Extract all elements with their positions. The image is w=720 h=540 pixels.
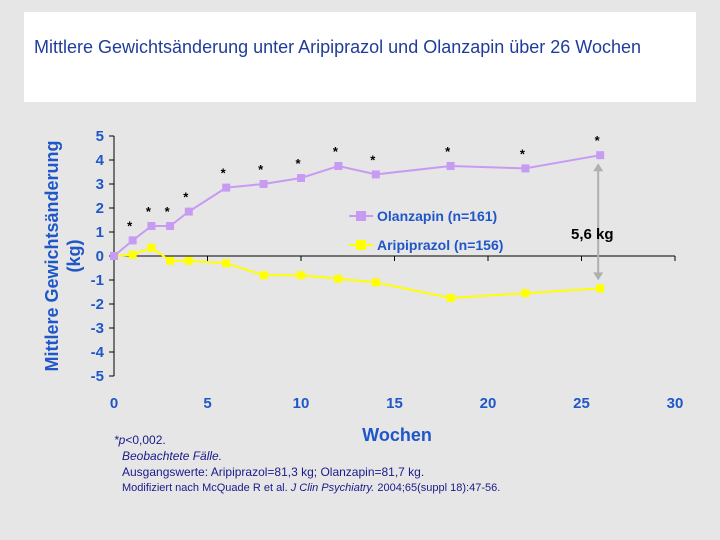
data-point-aripiprazol [259,271,268,280]
title-box: Mittlere Gewichtsänderung unter Aripipra… [24,12,696,102]
x-tick-label: 30 [667,395,684,412]
significance-marker: * [221,166,227,181]
data-point-aripiprazol [521,289,530,298]
data-point-olanzapin [184,207,193,216]
data-point-olanzapin [297,174,305,182]
data-point-aripiprazol [184,256,193,265]
data-point-olanzapin [521,164,530,173]
significance-marker: * [165,204,171,219]
data-point-olanzapin [110,252,118,260]
y-tick-label: 3 [96,176,104,193]
data-point-olanzapin [128,236,137,245]
significance-marker: * [183,190,189,205]
significance-marker: * [258,162,264,177]
difference-arrow-head-up [593,163,604,172]
y-tick-label: -3 [91,320,104,337]
x-tick-label: 25 [573,395,590,412]
legend-label-olanzapin: Olanzapin (n=161) [377,208,497,224]
significance-marker: * [595,133,601,148]
data-point-olanzapin [259,180,268,188]
x-tick-label: 15 [386,395,403,412]
data-point-olanzapin [334,162,343,170]
x-tick-label: 5 [203,395,211,412]
data-point-olanzapin [166,222,175,230]
legend: Olanzapin (n=161) Aripiprazol (n=156) [349,208,503,253]
data-point-aripiprazol [128,250,137,259]
y-tick-label: -4 [91,344,105,361]
data-point-olanzapin [222,183,231,192]
significance-marker: * [146,204,152,219]
y-tick-label: 2 [96,200,104,217]
significance-marker: * [370,152,376,167]
x-tick-label: 20 [480,395,497,412]
data-point-olanzapin [371,170,380,179]
series-group [110,151,605,302]
difference-arrow-head-down [593,272,604,281]
footnote-baseline: Ausgangswerte: Aripiprazol=81,3 kg; Olan… [122,465,425,479]
significance-marker: * [520,146,526,161]
x-tick-label: 10 [293,395,310,412]
y-tick-label: 1 [96,224,104,241]
legend-marker-olanzapin [356,211,366,221]
data-point-aripiprazol [596,284,605,293]
y-tick-label: 5 [96,128,104,145]
significance-marker: * [295,156,301,171]
significance-marker: * [127,218,133,233]
significance-marker: * [445,144,451,159]
y-tick-label: 4 [96,152,105,169]
y-tick-label: 0 [96,248,104,265]
footnotes: *p<0,002. Beobachtete Fälle. Ausgangswer… [114,432,704,496]
page-title: Mittlere Gewichtsänderung unter Aripipra… [34,37,642,57]
annotations: * * * * * * * * * * * * 5,6 kg [127,133,614,281]
x-axis-title: Wochen [362,425,432,445]
y-tick-label: -2 [91,296,104,313]
y-tick-label: -1 [91,272,104,289]
x-tick-label: 0 [110,395,118,412]
data-point-aripiprazol [222,259,231,268]
y-axis-title: Mittlere Gewichtsänderung (kg) [42,140,84,371]
data-point-aripiprazol [334,274,343,283]
data-point-aripiprazol [166,256,175,265]
data-point-olanzapin [147,222,156,230]
footnote-source: Modifiziert nach McQuade R et al. J Clin… [122,482,501,494]
legend-label-aripiprazol: Aripiprazol (n=156) [377,237,503,253]
legend-marker-aripiprazol [356,240,366,250]
significance-marker: * [333,144,339,159]
data-point-aripiprazol [297,271,305,280]
y-tick-label: -5 [91,368,104,385]
data-point-aripiprazol [446,294,455,302]
data-point-aripiprazol [371,278,380,287]
difference-label: 5,6 kg [571,226,614,243]
data-point-olanzapin [446,162,455,170]
footnote-significance: *p<0,002. [114,433,166,447]
footnote-observed-cases: Beobachtete Fälle. [122,449,223,463]
data-point-olanzapin [596,151,605,160]
data-point-aripiprazol [147,243,156,252]
